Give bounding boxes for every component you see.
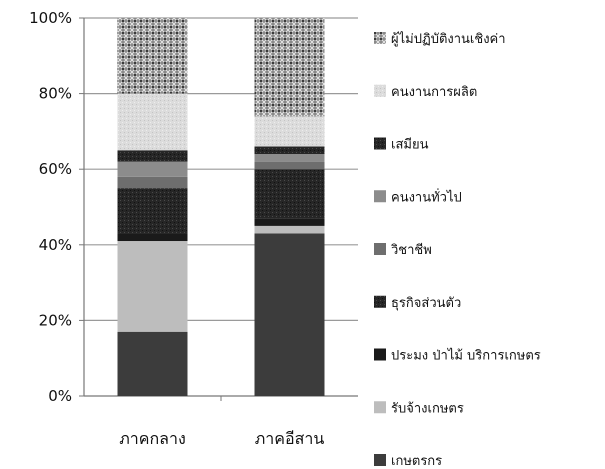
y-tick-label: 40% — [39, 236, 72, 254]
bar-segment — [254, 146, 325, 155]
tick-labels: 0% 20% 40% 60% 80% 100% — [29, 9, 72, 405]
legend-swatch — [374, 84, 386, 97]
legend-item: วิชาชีพ — [374, 242, 432, 258]
bar-segment — [254, 225, 325, 234]
bar-segment — [254, 161, 325, 170]
legend-label: คนงานทั่วไป — [391, 188, 462, 205]
bar-segment — [254, 218, 325, 226]
bar-segment — [117, 150, 188, 162]
legend-item: รับจ้างเกษตร — [374, 401, 464, 416]
legend-item: เสมียน — [374, 137, 429, 153]
bar-segment — [117, 188, 188, 234]
legend-swatch — [374, 137, 386, 150]
y-tick-label: 100% — [29, 9, 72, 27]
bar-segment — [254, 154, 325, 162]
legend-label: ผู้ไม่ปฏิบัติงานเชิงค่า — [391, 31, 506, 47]
x-category-label: ภาคอีสาน — [255, 429, 325, 448]
legend-swatch — [374, 454, 386, 466]
legend-item: เกษตรกร — [374, 454, 442, 469]
bar-segment — [117, 331, 188, 396]
legend-label: ธุรกิจส่วนตัว — [391, 296, 461, 311]
legend: ผู้ไม่ปฏิบัติงานเชิงค่าคนงานการผลิตเสมีย… — [374, 31, 541, 469]
bar-segment — [117, 233, 188, 242]
legend-item: คนงานการผลิต — [374, 84, 477, 100]
y-tick-label: 60% — [39, 160, 72, 178]
legend-label: รับจ้างเกษตร — [391, 401, 464, 416]
bar-segment — [117, 176, 188, 189]
y-tick-label: 20% — [39, 311, 72, 329]
category-labels: ภาคกลาง ภาคอีสาน — [119, 429, 324, 448]
legend-swatch — [374, 348, 386, 361]
bar-segment — [117, 161, 188, 177]
legend-item: คนงานทั่วไป — [374, 188, 462, 205]
bar-segment — [117, 241, 188, 332]
legend-item: ผู้ไม่ปฏิบัติงานเชิงค่า — [374, 31, 506, 47]
legend-swatch — [374, 243, 386, 255]
y-tick-label: 80% — [39, 85, 72, 103]
legend-swatch — [374, 295, 386, 308]
y-tick-label: 0% — [48, 387, 72, 405]
bar-segment — [254, 233, 325, 396]
bar-segment — [254, 169, 325, 219]
legend-label: ประมง ป่าไม้ บริการเกษตร — [391, 348, 541, 364]
legend-label: เกษตรกร — [391, 454, 442, 469]
legend-label: เสมียน — [391, 137, 429, 153]
x-category-label: ภาคกลาง — [119, 429, 186, 448]
legend-item: ธุรกิจส่วนตัว — [374, 295, 461, 311]
bars — [117, 18, 325, 396]
legend-swatch — [374, 32, 386, 44]
bar-segment — [254, 116, 325, 147]
legend-label: คนงานการผลิต — [391, 85, 477, 100]
bar-segment — [117, 93, 188, 151]
bar-segment — [254, 18, 325, 117]
legend-swatch — [374, 401, 386, 414]
legend-label: วิชาชีพ — [390, 242, 432, 258]
bar-segment — [117, 18, 188, 94]
legend-item: ประมง ป่าไม้ บริการเกษตร — [374, 348, 541, 364]
legend-swatch — [374, 190, 386, 203]
